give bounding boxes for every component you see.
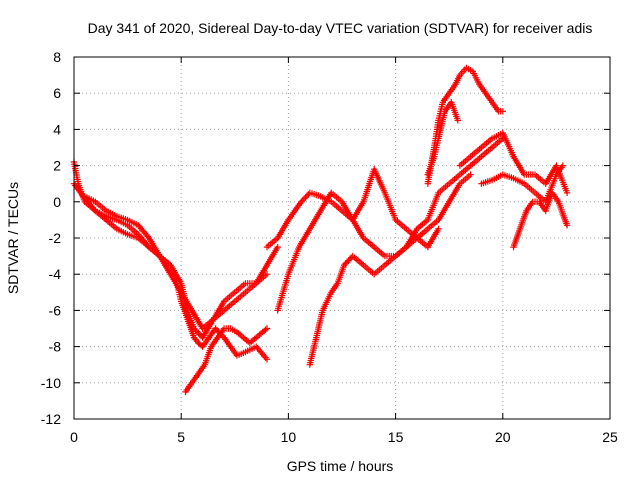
data-point-markers <box>274 135 506 314</box>
x-tick-label: 25 <box>602 429 618 445</box>
data-marks <box>70 64 571 396</box>
x-tick-label: 15 <box>388 429 404 445</box>
y-tick-label: -8 <box>49 339 62 355</box>
y-tick-label: -6 <box>49 302 62 318</box>
x-tick-label: 5 <box>177 429 185 445</box>
series-track-e <box>263 166 442 251</box>
series-track-i <box>424 99 461 178</box>
series-track-j <box>456 129 571 196</box>
y-tick-label: -10 <box>41 375 61 391</box>
x-axis-label: GPS time / hours <box>287 458 394 474</box>
y-axis-label: SDTVAR / TECUs <box>5 182 21 294</box>
data-point-markers <box>263 166 442 251</box>
y-tick-label: 4 <box>53 121 61 137</box>
y-tick-labels: -12 -10 -8 -6 -4 -2 0 2 4 6 8 <box>41 49 61 427</box>
x-tick-labels: 0 5 10 15 20 25 <box>70 429 618 445</box>
y-tick-label: 8 <box>53 49 61 65</box>
series-track-c <box>81 193 281 332</box>
grid <box>74 57 610 419</box>
data-point-markers <box>424 99 461 178</box>
x-tick-label: 20 <box>495 429 511 445</box>
y-tick-label: 6 <box>53 85 61 101</box>
chart-title: Day 341 of 2020, Sidereal Day-to-day VTE… <box>88 20 593 36</box>
series-track-d <box>182 325 271 396</box>
series-track-l <box>478 162 566 205</box>
y-tick-label: 0 <box>53 194 61 210</box>
x-tick-label: 10 <box>281 429 297 445</box>
axis-ticks <box>73 56 611 420</box>
y-tick-label: -4 <box>49 266 62 282</box>
series-track-k <box>510 189 571 251</box>
y-tick-label: -2 <box>49 230 62 246</box>
data-point-markers <box>510 189 571 251</box>
series-track-g <box>274 135 506 314</box>
x-tick-label: 0 <box>70 429 78 445</box>
y-tick-label: -12 <box>41 411 61 427</box>
data-point-markers <box>81 193 281 332</box>
data-point-markers <box>478 162 566 205</box>
y-tick-label: 2 <box>53 158 61 174</box>
data-point-markers <box>182 325 271 396</box>
data-point-markers <box>456 129 571 196</box>
